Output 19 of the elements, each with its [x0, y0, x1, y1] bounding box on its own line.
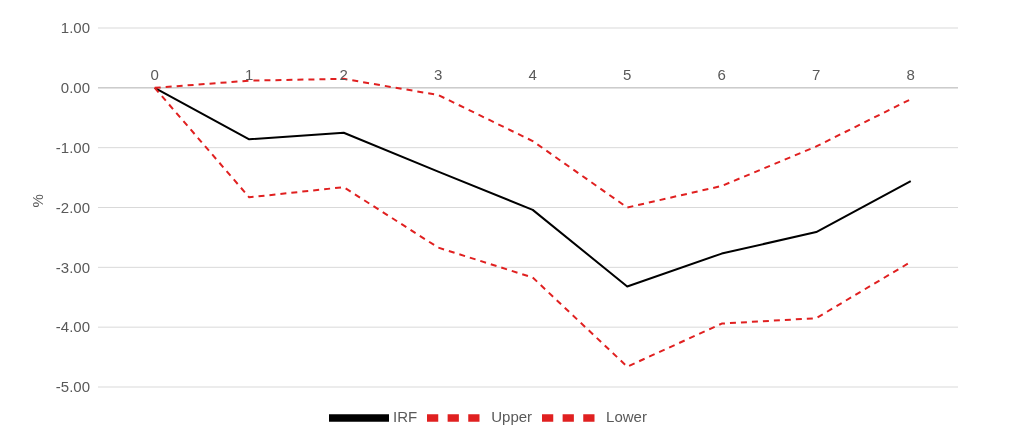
y-axis-title: %	[29, 194, 47, 208]
y-tick-label: 1.00	[60, 19, 90, 37]
legend-label: IRF	[393, 407, 418, 425]
x-tick-label: 7	[812, 65, 821, 83]
legend-label: Lower	[606, 407, 647, 425]
y-tick-label: -4.00	[55, 318, 90, 336]
x-tick-label: 5	[623, 65, 632, 83]
legend-label: Upper	[491, 407, 533, 425]
x-tick-label: 4	[528, 65, 537, 83]
x-tick-label: 6	[717, 65, 726, 83]
y-tick-label: -3.00	[55, 258, 90, 276]
y-tick-label: -2.00	[55, 198, 90, 216]
y-tick-label: 0.00	[60, 79, 90, 97]
x-tick-label: 8	[906, 65, 915, 83]
y-tick-label: -5.00	[55, 378, 90, 396]
y-tick-label: -1.00	[55, 138, 90, 156]
x-tick-label: 1	[245, 65, 254, 83]
x-tick-label: 0	[150, 65, 159, 83]
x-tick-label: 3	[434, 65, 443, 83]
